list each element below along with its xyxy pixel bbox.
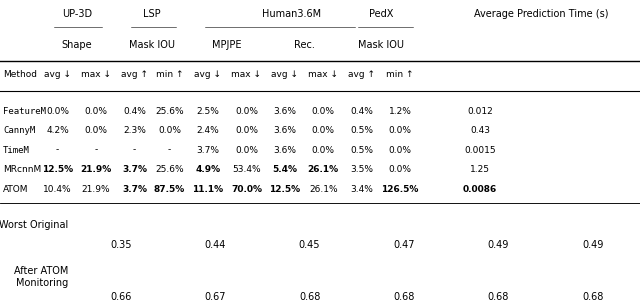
Text: 1.2%: 1.2% [388,107,412,116]
Text: 0.44: 0.44 [205,240,226,250]
Text: avg ↓: avg ↓ [271,71,298,80]
Text: 70.0%: 70.0% [231,185,262,193]
Text: 0.67: 0.67 [204,293,226,302]
Text: Worst Original: Worst Original [0,220,68,230]
Text: 0.0%: 0.0% [84,126,108,135]
Text: 21.9%: 21.9% [81,165,111,174]
Text: 0.68: 0.68 [582,293,604,302]
Text: 0.0086: 0.0086 [463,185,497,193]
Text: LSP: LSP [143,9,161,19]
Text: max ↓: max ↓ [232,71,261,80]
Text: 3.5%: 3.5% [350,165,373,174]
Text: 0.0%: 0.0% [235,146,258,155]
Text: 0.68: 0.68 [488,293,509,302]
Text: 0.012: 0.012 [467,107,493,116]
Text: Shape: Shape [61,40,92,49]
Text: 0.68: 0.68 [394,293,415,302]
Text: max ↓: max ↓ [81,71,111,80]
Text: 0.68: 0.68 [299,293,320,302]
Text: 25.6%: 25.6% [156,165,184,174]
Text: FeatureM: FeatureM [3,107,46,116]
Text: PedX: PedX [369,9,393,19]
Text: 0.49: 0.49 [582,240,604,250]
Text: Human3.6M: Human3.6M [262,9,321,19]
Text: 0.47: 0.47 [393,240,415,250]
Text: 53.4%: 53.4% [232,165,260,174]
Text: Mask IOU: Mask IOU [129,40,175,49]
Text: 5.4%: 5.4% [272,165,298,174]
Text: 0.0%: 0.0% [312,126,335,135]
Text: ATOM: ATOM [3,185,29,193]
Text: 0.0015: 0.0015 [464,146,496,155]
Text: 12.5%: 12.5% [42,165,73,174]
Text: 0.5%: 0.5% [350,146,373,155]
Text: 0.35: 0.35 [110,240,132,250]
Text: 21.9%: 21.9% [82,185,110,193]
Text: 3.7%: 3.7% [122,165,147,174]
Text: 126.5%: 126.5% [381,185,419,193]
Text: 2.4%: 2.4% [196,126,220,135]
Text: avg ↑: avg ↑ [121,71,148,80]
Text: -: - [94,146,98,155]
Text: 0.45: 0.45 [299,240,321,250]
Text: Rec.: Rec. [294,40,314,49]
Text: 3.6%: 3.6% [273,107,296,116]
Text: 1.25: 1.25 [470,165,490,174]
Text: UP-3D: UP-3D [61,9,92,19]
Text: TimeM: TimeM [3,146,30,155]
Text: Average Prediction Time (s): Average Prediction Time (s) [474,9,608,19]
Text: min ↑: min ↑ [156,71,183,80]
Text: 0.0%: 0.0% [235,107,258,116]
Text: 0.0%: 0.0% [46,107,69,116]
Text: -: - [168,146,172,155]
Text: 0.0%: 0.0% [158,126,181,135]
Text: 25.6%: 25.6% [156,107,184,116]
Text: 0.4%: 0.4% [350,107,373,116]
Text: 3.6%: 3.6% [273,146,296,155]
Text: max ↓: max ↓ [308,71,338,80]
Text: avg ↓: avg ↓ [195,71,221,80]
Text: 10.4%: 10.4% [44,185,72,193]
Text: 12.5%: 12.5% [269,185,300,193]
Text: 4.9%: 4.9% [195,165,221,174]
Text: 11.1%: 11.1% [193,185,223,193]
Text: 0.4%: 0.4% [123,107,146,116]
Text: 0.0%: 0.0% [388,165,412,174]
Text: After ATOM
Monitoring: After ATOM Monitoring [14,266,68,288]
Text: -: - [132,146,136,155]
Text: 0.0%: 0.0% [388,146,412,155]
Text: 0.0%: 0.0% [312,107,335,116]
Text: 4.2%: 4.2% [46,126,69,135]
Text: 0.43: 0.43 [470,126,490,135]
Text: avg ↓: avg ↓ [44,71,71,80]
Text: 0.5%: 0.5% [350,126,373,135]
Text: 2.3%: 2.3% [123,126,146,135]
Text: 26.1%: 26.1% [309,185,337,193]
Text: 26.1%: 26.1% [308,165,339,174]
Text: 87.5%: 87.5% [154,185,185,193]
Text: 2.5%: 2.5% [196,107,220,116]
Text: 3.7%: 3.7% [122,185,147,193]
Text: 3.7%: 3.7% [196,146,220,155]
Text: Method: Method [3,71,37,80]
Text: -: - [56,146,60,155]
Text: MPJPE: MPJPE [212,40,242,49]
Text: MRcnnM: MRcnnM [3,165,42,174]
Text: 0.49: 0.49 [488,240,509,250]
Text: 0.0%: 0.0% [312,146,335,155]
Text: avg ↑: avg ↑ [348,71,375,80]
Text: min ↑: min ↑ [387,71,413,80]
Text: CannyM: CannyM [3,126,35,135]
Text: 0.0%: 0.0% [84,107,108,116]
Text: Mask IOU: Mask IOU [358,40,404,49]
Text: 0.0%: 0.0% [235,126,258,135]
Text: 0.66: 0.66 [110,293,131,302]
Text: 3.6%: 3.6% [273,126,296,135]
Text: 0.0%: 0.0% [388,126,412,135]
Text: 3.4%: 3.4% [350,185,373,193]
